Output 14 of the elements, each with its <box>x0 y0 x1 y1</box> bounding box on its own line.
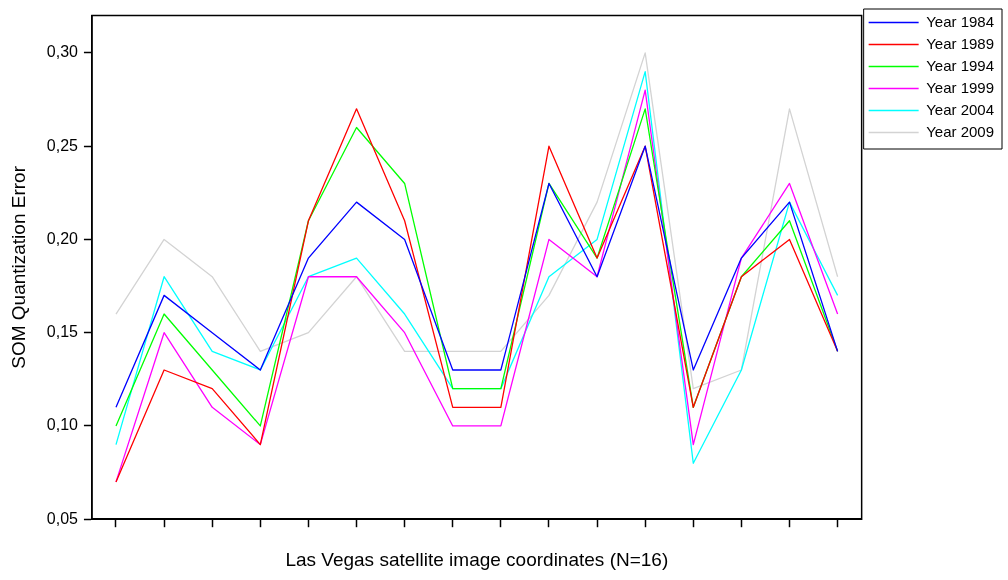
y-axis-title: SOM Quantization Error <box>7 165 29 369</box>
y-tick-label: 0,05 <box>46 509 79 527</box>
y-tick-label: 0,20 <box>46 229 79 247</box>
legend-label: Year 1984 <box>926 12 995 30</box>
x-axis-title: Las Vegas satellite image coordinates (N=16) <box>285 548 669 570</box>
legend-label: Year 1994 <box>926 56 995 74</box>
legend-label: Year 1989 <box>926 34 995 52</box>
legend-label: Year 1999 <box>926 78 995 96</box>
y-tick-label: 0,25 <box>46 136 79 154</box>
y-tick-label: 0,15 <box>46 323 79 341</box>
legend-label: Year 2004 <box>926 100 995 118</box>
y-tick-label: 0,30 <box>46 43 79 61</box>
y-tick-label: 0,10 <box>46 416 79 434</box>
legend-label: Year 2009 <box>926 122 995 140</box>
